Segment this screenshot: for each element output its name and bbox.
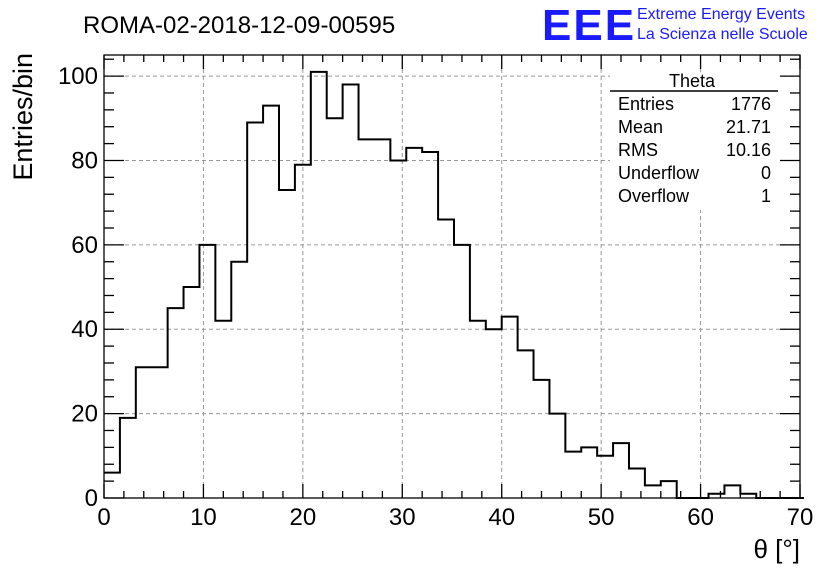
stats-row-label: Mean bbox=[618, 117, 663, 137]
x-tick-label: 30 bbox=[389, 504, 416, 531]
x-tick-label: 60 bbox=[687, 504, 714, 531]
x-tick-label: 70 bbox=[787, 504, 814, 531]
y-tick-label: 40 bbox=[71, 316, 98, 343]
stats-row-value: 10.16 bbox=[726, 140, 771, 160]
stats-rows: Entries 1776 Mean 21.71 RMS 10.16 Underflow 0 Ov… bbox=[618, 94, 771, 206]
run-title: ROMA-02-2018-12-09-00595 bbox=[83, 12, 395, 39]
stats-row-label: Entries bbox=[618, 94, 674, 114]
logo-line-1: Extreme Energy Events bbox=[637, 6, 805, 23]
x-tick-label: 50 bbox=[588, 504, 615, 531]
x-tick-labels: 0 10 20 30 40 50 60 70 bbox=[97, 504, 813, 531]
y-tick-label: 20 bbox=[71, 401, 98, 428]
histogram-outline bbox=[104, 70, 804, 499]
stats-row-value: 1776 bbox=[731, 94, 771, 114]
stats-row-label: Underflow bbox=[618, 163, 700, 183]
stats-box-frame bbox=[610, 72, 780, 210]
x-tick-label: 10 bbox=[190, 504, 217, 531]
stats-title: Theta bbox=[669, 71, 716, 91]
y-axis-label: Entries/bin bbox=[8, 53, 38, 181]
x-tick-label: 20 bbox=[290, 504, 317, 531]
plot-frame bbox=[103, 54, 801, 499]
x-tick-label: 0 bbox=[97, 504, 110, 531]
y-tick-label: 80 bbox=[71, 147, 98, 174]
eee-logo: EEE bbox=[542, 1, 636, 50]
stats-row-value: 1 bbox=[761, 186, 771, 206]
axis-ticks bbox=[103, 55, 801, 499]
stats-row-value: 0 bbox=[761, 163, 771, 183]
y-tick-label: 100 bbox=[58, 63, 98, 90]
y-tick-label: 60 bbox=[71, 232, 98, 259]
stats-row-label: Overflow bbox=[618, 186, 690, 206]
stats-row-value: 21.71 bbox=[726, 117, 771, 137]
logo-line-2: La Scienza nelle Scuole bbox=[637, 26, 808, 43]
x-tick-label: 40 bbox=[488, 504, 515, 531]
y-tick-label: 0 bbox=[85, 485, 98, 512]
stats-row-label: RMS bbox=[618, 140, 658, 160]
y-tick-labels: 0 20 40 60 80 100 bbox=[58, 63, 98, 512]
x-axis-label: θ [°] bbox=[753, 534, 800, 564]
grid-lines bbox=[104, 55, 800, 498]
stats-box: Theta Entries 1776 Mean 21.71 RMS 10.16 Underf… bbox=[610, 71, 780, 210]
